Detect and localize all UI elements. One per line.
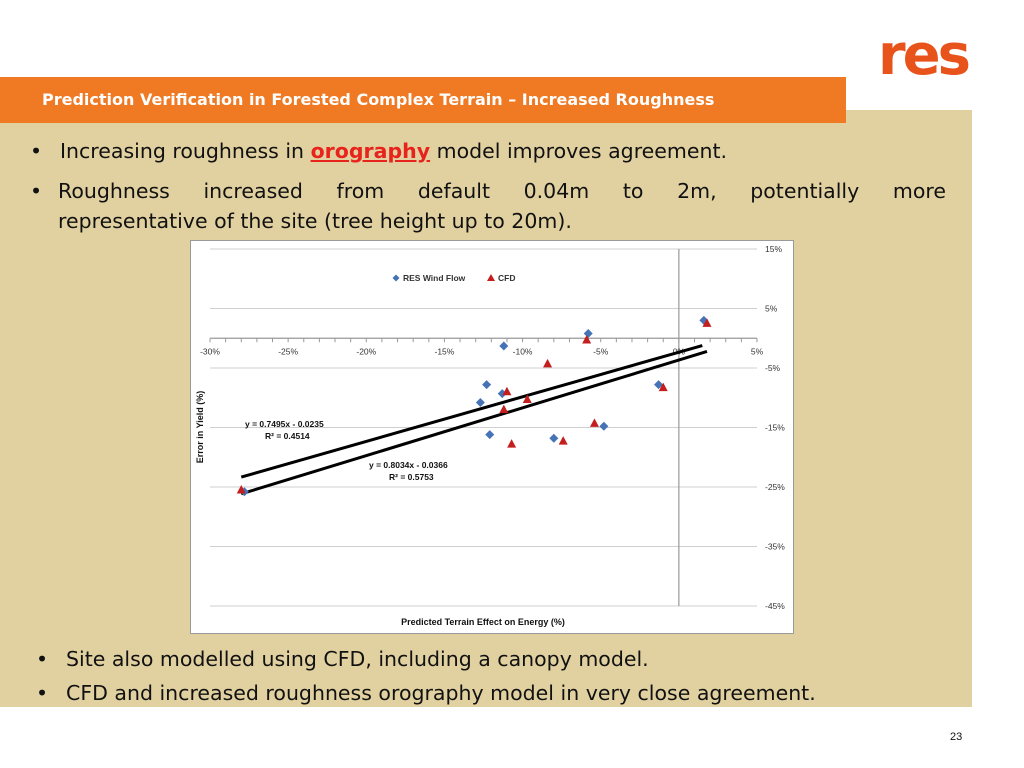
cfd-point bbox=[543, 358, 553, 368]
res-wind-flow-point bbox=[654, 380, 664, 390]
res-wind-flow-point bbox=[549, 433, 559, 443]
title-bar: Prediction Verification in Forested Comp… bbox=[0, 77, 846, 123]
cfd-point bbox=[702, 318, 712, 327]
trendline bbox=[240, 349, 708, 496]
res-wind-flow-point bbox=[482, 380, 492, 390]
cfd-point bbox=[507, 439, 517, 448]
y-tick-label: -5% bbox=[765, 363, 781, 373]
bullet-line-1: Roughness increased from default 0.04m t… bbox=[58, 179, 946, 203]
x-tick-label: -10% bbox=[513, 346, 533, 356]
x-tick-label: -15% bbox=[435, 346, 455, 356]
cfd-point bbox=[658, 382, 668, 392]
legend-label-res-wind-flow: RES Wind Flow bbox=[403, 273, 466, 283]
bullet-line-2: representative of the site (tree height … bbox=[58, 209, 572, 233]
legend-marker-cfd bbox=[487, 274, 495, 281]
x-tick-label: 5% bbox=[751, 346, 764, 356]
y-tick-label: -25% bbox=[765, 482, 785, 492]
cfd-point bbox=[502, 386, 512, 396]
bullet-close-agreement: CFD and increased roughness orography mo… bbox=[66, 681, 816, 705]
res-wind-flow-point bbox=[485, 430, 495, 440]
res-wind-flow-point bbox=[499, 341, 509, 351]
x-tick-label: -5% bbox=[593, 346, 609, 356]
legend-label-cfd: CFD bbox=[498, 273, 515, 283]
x-tick-label: -30% bbox=[200, 346, 220, 356]
bullet-increasing-roughness: Increasing roughness in orography model … bbox=[60, 136, 727, 166]
cfd-point bbox=[236, 484, 246, 494]
x-tick-label: -25% bbox=[278, 346, 298, 356]
res-wind-flow-point bbox=[497, 389, 507, 399]
x-axis-label: Predicted Terrain Effect on Energy (%) bbox=[401, 617, 565, 627]
bullet-dot: • bbox=[36, 681, 49, 705]
orography-keyword: orography bbox=[310, 139, 431, 163]
bullet-dot: • bbox=[36, 647, 49, 671]
bullet-cfd-canopy: Site also modelled using CFD, including … bbox=[66, 647, 649, 671]
bullet-dot: • bbox=[30, 179, 43, 203]
cfd-point bbox=[582, 335, 592, 344]
res-wind-flow-point bbox=[583, 328, 593, 338]
cfd-point bbox=[558, 436, 568, 445]
slide-title: Prediction Verification in Forested Comp… bbox=[42, 90, 715, 109]
trendline-equation: y = 0.7495x - 0.0235 bbox=[245, 419, 324, 429]
y-tick-label: 15% bbox=[765, 244, 782, 254]
content-background-top bbox=[846, 110, 972, 123]
bullet-dot: • bbox=[30, 139, 43, 163]
res-wind-flow-point bbox=[475, 398, 485, 408]
bullet-text-after: model improves agreement. bbox=[430, 139, 728, 163]
cfd-point bbox=[589, 418, 599, 427]
y-tick-label: 5% bbox=[765, 304, 778, 314]
res-logo-text: res bbox=[878, 28, 969, 82]
chart-svg: 15%5%-5%-15%-25%-35%-45%-30% -25% -20% -15%… bbox=[195, 244, 785, 627]
trendline-equation: y = 0.8034x - 0.0366 bbox=[369, 460, 448, 470]
bullet-text-before: Increasing roughness in bbox=[60, 139, 311, 163]
res-logo: res bbox=[878, 28, 972, 82]
trendline-r2: R² = 0.5753 bbox=[389, 472, 434, 482]
cfd-point bbox=[522, 394, 532, 404]
bullet-roughness-increased: Roughness increased from default 0.04m t… bbox=[58, 176, 946, 236]
trendline bbox=[240, 344, 703, 479]
legend-marker-res-wind-flow bbox=[392, 274, 400, 282]
x-tick-label: -20% bbox=[356, 346, 376, 356]
y-tick-label: -35% bbox=[765, 542, 785, 552]
res-wind-flow-point bbox=[599, 421, 609, 431]
y-axis-label: Error in Yield (%) bbox=[195, 391, 205, 464]
trendline-r2: R² = 0.4514 bbox=[265, 431, 310, 441]
y-tick-label: -45% bbox=[765, 601, 785, 611]
scatter-chart: 15% 5% -5% -15% -25% -35% -45% -30% -25% -20% -15%… bbox=[190, 240, 794, 634]
cfd-point bbox=[499, 404, 509, 414]
y-tick-label: -15% bbox=[765, 423, 785, 433]
page-number: 23 bbox=[950, 731, 963, 743]
